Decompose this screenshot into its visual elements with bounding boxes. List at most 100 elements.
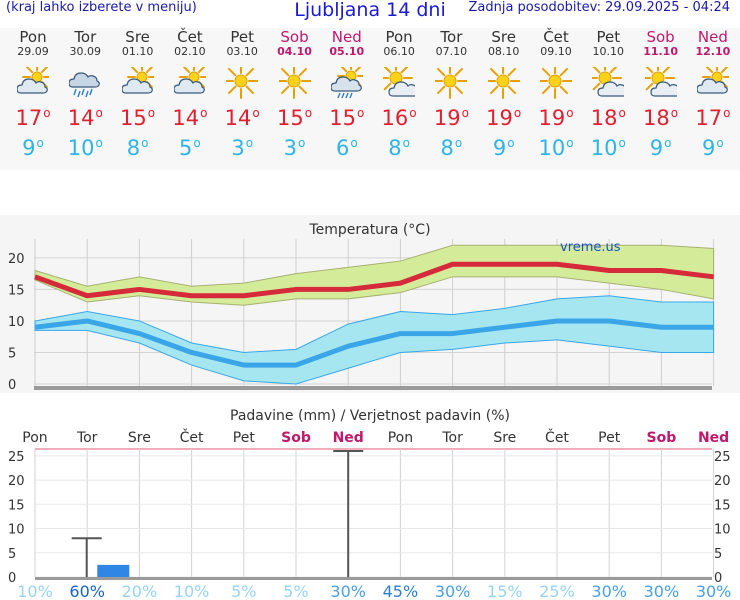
precip-day-label: Čet xyxy=(545,428,569,446)
forecast-day: Tor 07.10 19o 8o xyxy=(425,28,477,161)
min-temperature: 8o xyxy=(388,136,410,160)
day-name: Sob xyxy=(280,28,309,46)
min-temp-value: 3 xyxy=(283,136,298,160)
max-temp-value: 14 xyxy=(67,106,95,130)
max-temp-value: 19 xyxy=(538,106,566,130)
series-line-min xyxy=(34,318,714,368)
series-line-max xyxy=(34,261,714,299)
precip-probability: 30% xyxy=(696,582,732,600)
precip-day-label: Sre xyxy=(493,430,516,446)
y-tick-label-left: 25 xyxy=(8,450,25,465)
precip-day-label: Ned xyxy=(333,430,364,446)
day-name: Tor xyxy=(74,28,97,46)
precip-day-label: Tor xyxy=(76,430,98,446)
precip-probability: 25% xyxy=(539,582,575,600)
day-date: 02.10 xyxy=(174,45,206,58)
max-temp-value: 14 xyxy=(172,106,200,130)
forecast-day: Sre 01.10 15o 8o xyxy=(112,28,164,161)
day-date: 09.10 xyxy=(540,45,572,58)
day-name: Sre xyxy=(491,28,516,46)
y-tick-label: 5 xyxy=(8,346,16,361)
forecast-day: Čet 02.10 14o 5o xyxy=(164,28,216,161)
max-temperature: 15o xyxy=(120,106,156,130)
day-name: Čet xyxy=(177,28,203,46)
forecast-day: Sre 08.10 19o 9o xyxy=(478,28,530,161)
min-temp-value: 10 xyxy=(590,136,618,160)
min-temperature: 9o xyxy=(702,136,724,160)
min-temp-value: 3 xyxy=(231,136,245,160)
min-temp-value: 10 xyxy=(67,136,95,160)
min-temp-value: 8 xyxy=(440,136,454,160)
min-temperature: 6o xyxy=(335,136,358,160)
day-name: Sre xyxy=(125,28,150,46)
precip-day-label: Sre xyxy=(128,430,151,446)
menu-hint: (kraj lahko izberete v meniju) xyxy=(6,0,197,15)
day-date: 12.10 xyxy=(695,45,731,58)
max-temperature: 17o xyxy=(15,106,51,130)
precip-day-label: Tor xyxy=(441,430,463,446)
partly-cloudy-icon xyxy=(173,67,206,94)
forecast-day: Pon 06.10 16o 8o xyxy=(373,28,425,161)
day-date: 07.10 xyxy=(435,45,468,58)
day-date: 08.10 xyxy=(487,45,520,58)
temperature-chart-title: Temperatura (°C) xyxy=(308,222,430,238)
min-temp-value: 9 xyxy=(492,136,507,160)
y-tick-label-right: 5 xyxy=(714,547,722,562)
max-temperature: 19o xyxy=(486,106,522,130)
min-temp-value: 9 xyxy=(649,136,664,160)
y-tick-label-left: 0 xyxy=(8,571,16,586)
y-tick-label: 0 xyxy=(8,378,16,393)
day-name: Ned xyxy=(697,28,728,46)
min-temperature: 3o xyxy=(283,136,306,160)
last-updated: Zadnja posodobitev: 29.09.2025 - 04:24 xyxy=(468,0,730,15)
y-tick-label: 15 xyxy=(8,283,25,298)
forecast-day: Sob 04.10 15o 3o xyxy=(269,28,321,161)
sun-icon xyxy=(435,67,468,99)
precip-day-label: Ned xyxy=(698,430,729,446)
max-temperature: 18o xyxy=(590,106,626,130)
day-date: 01.10 xyxy=(121,45,154,58)
precip-day-label: Čet xyxy=(180,428,204,446)
min-temp-value: 8 xyxy=(126,136,141,160)
max-temp-value: 17 xyxy=(695,106,723,130)
y-tick-label-left: 10 xyxy=(8,523,25,538)
forecast-day: Ned 12.10 17o 9o xyxy=(687,28,739,161)
day-name: Pon xyxy=(19,28,47,46)
max-temperature: 15o xyxy=(329,106,365,130)
y-tick-label-left: 20 xyxy=(8,474,25,489)
min-temperature: 5o xyxy=(179,136,201,160)
temperature-axis-bar xyxy=(34,386,712,390)
min-temp-value: 8 xyxy=(388,136,402,160)
sun-icon xyxy=(487,67,520,99)
min-temp-value: 9 xyxy=(22,136,36,160)
day-name: Pet xyxy=(596,28,621,46)
charts: Temperatura (°C) 0 5 10 15 20 vreme.us Padavine… xyxy=(0,215,740,600)
max-temp-value: 15 xyxy=(276,106,304,130)
y-tick-label-right: 0 xyxy=(714,571,722,586)
precipitation-bar xyxy=(97,564,130,577)
max-temperature: 14o xyxy=(67,106,103,130)
max-temperature: 18o xyxy=(643,106,679,130)
forecast-day: Čet 09.10 19o 10o xyxy=(530,28,582,161)
day-name: Čet xyxy=(543,28,569,46)
rain-cloud-icon xyxy=(69,72,101,98)
precip-probability: 45% xyxy=(383,582,419,600)
min-temp-value: 5 xyxy=(179,136,193,160)
max-temp-value: 17 xyxy=(15,106,43,130)
day-name: Sob xyxy=(646,28,675,46)
y-tick-label-right: 10 xyxy=(714,523,731,538)
day-name: Ned xyxy=(331,28,362,46)
max-temperature: 19o xyxy=(433,106,469,130)
forecast-day: Ned 05.10 15o 6o xyxy=(321,28,373,161)
sun-cloud-icon xyxy=(644,67,677,97)
max-temperature: 14o xyxy=(224,106,260,130)
precip-day-label: Pon xyxy=(22,430,47,446)
min-temp-value: 6 xyxy=(335,136,350,160)
forecast-day: Pet 03.10 14o 3o xyxy=(216,28,268,161)
y-tick-label-left: 5 xyxy=(8,547,16,562)
forecast-day: Pet 10.10 18o 10o xyxy=(582,28,634,161)
precip-probability: 20% xyxy=(122,582,158,600)
day-date: 06.10 xyxy=(383,45,415,58)
day-date: 03.10 xyxy=(226,45,258,58)
day-date: 04.10 xyxy=(277,45,312,58)
